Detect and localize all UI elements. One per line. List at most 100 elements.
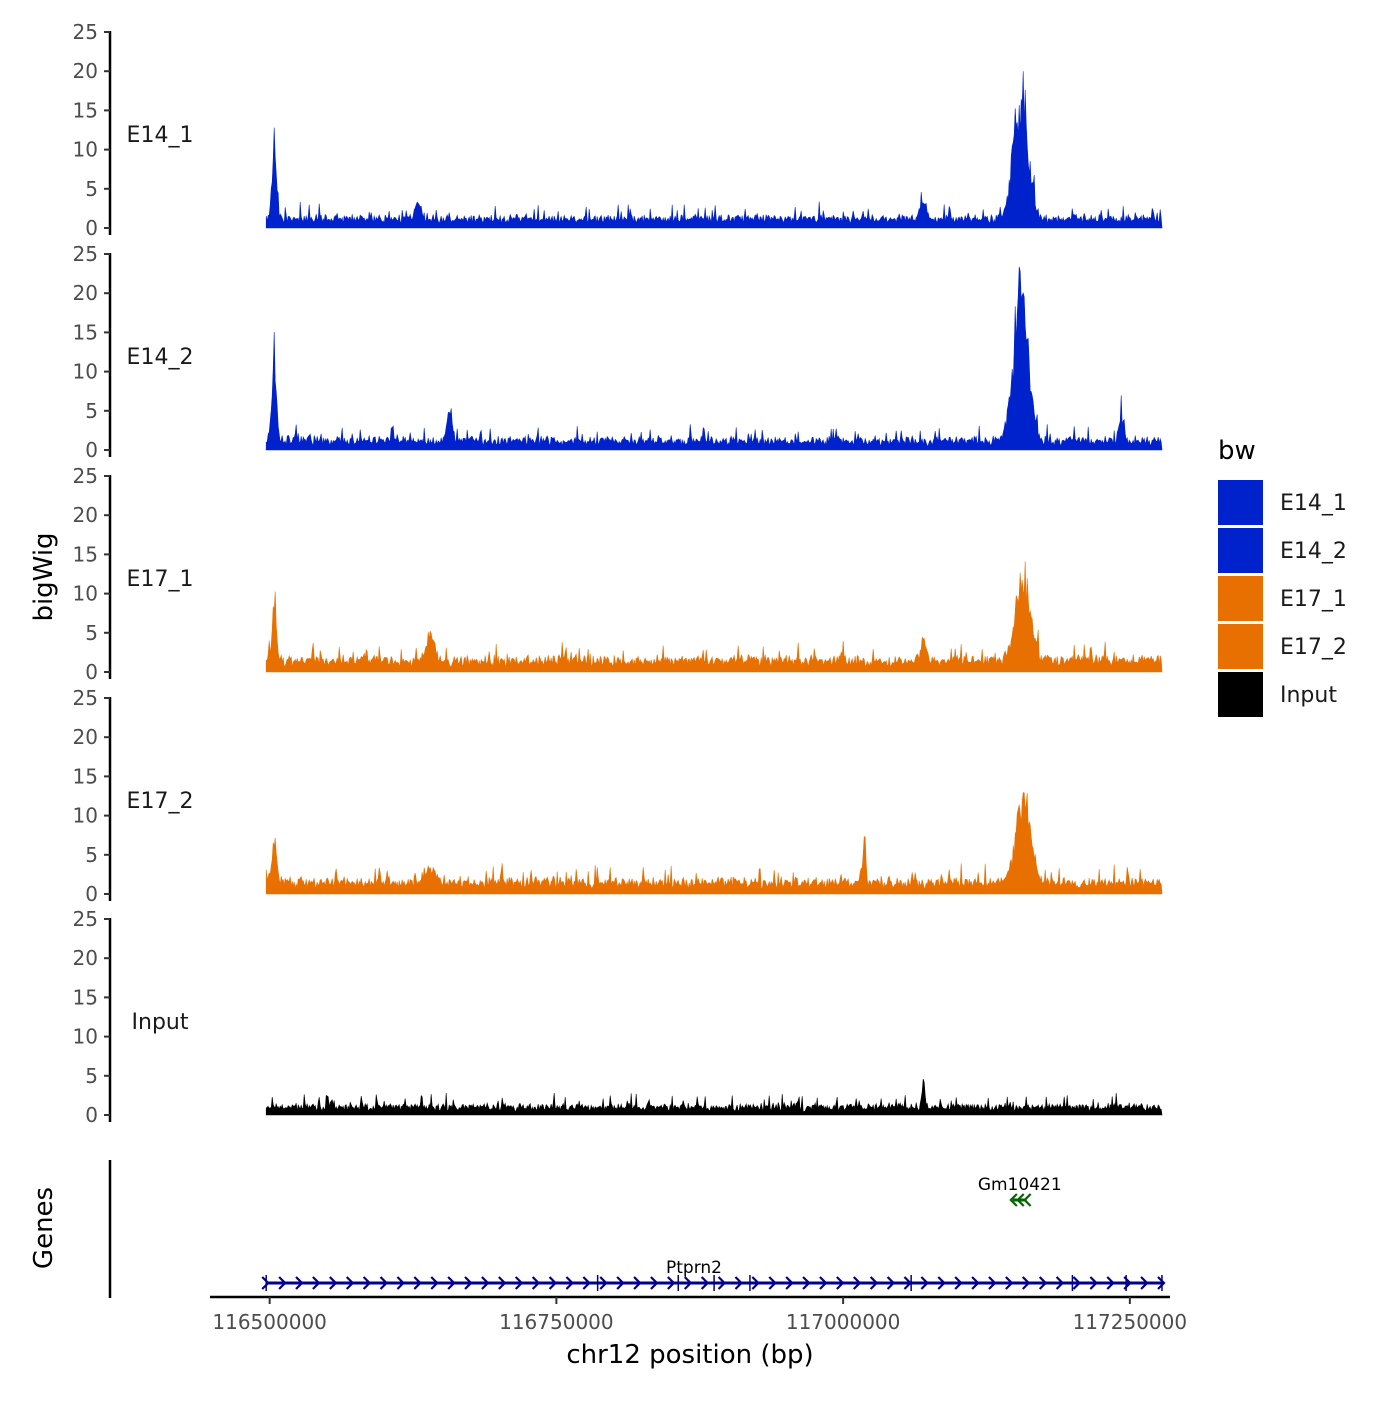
strand-arrow	[1021, 1276, 1031, 1290]
strand-arrow	[700, 1276, 710, 1290]
strand-arrow	[1055, 1276, 1065, 1290]
strand-arrow	[616, 1276, 625, 1290]
strand-arrow	[988, 1276, 997, 1290]
y-tick-label: 25	[73, 907, 98, 931]
coverage-area-E14_1	[265, 71, 1163, 229]
legend-swatch-E14_2	[1218, 528, 1263, 573]
y-tick-label: 20	[73, 725, 98, 749]
y-tick-label: 25	[73, 464, 98, 488]
genes-axis-title: Genes	[29, 1187, 59, 1269]
strand-arrow	[667, 1276, 676, 1290]
legend-swatch-E17_2	[1218, 624, 1263, 669]
track-label: E14_2	[127, 345, 194, 370]
strand-arrow	[599, 1276, 608, 1290]
strand-arrow	[345, 1276, 355, 1290]
legend-title: bw	[1218, 436, 1256, 466]
strand-arrow	[920, 1276, 929, 1290]
y-tick-label: 0	[85, 1103, 98, 1127]
y-tick-label: 20	[73, 59, 98, 83]
strand-arrow	[1072, 1276, 1082, 1290]
gene-label: Gm10421	[978, 1175, 1062, 1195]
x-tick-label: 117250000	[1073, 1310, 1188, 1334]
strand-arrow	[971, 1276, 980, 1290]
strand-arrow	[1023, 1193, 1032, 1207]
strand-arrow	[396, 1276, 405, 1290]
strand-arrow	[1009, 1193, 1018, 1207]
y-tick-label: 5	[85, 399, 98, 423]
track-Input: 0 5 10 15 20 25 Input	[73, 907, 1163, 1127]
legend-label: E14_1	[1280, 491, 1347, 516]
coverage-area-Input	[265, 1078, 1163, 1116]
y-axis-title: bigWig	[29, 532, 59, 621]
strand-arrow	[751, 1276, 760, 1290]
gene-Gm10421: Gm10421	[978, 1175, 1062, 1207]
x-tick-label: 117000000	[786, 1310, 901, 1334]
strand-arrow	[1106, 1276, 1115, 1290]
y-tick-label: 0	[85, 660, 98, 684]
strand-arrow	[836, 1276, 845, 1290]
strand-arrow	[531, 1276, 541, 1290]
track-E14_2: 0 5 10 15 20 25 E14_2	[73, 242, 1163, 462]
strand-arrow	[312, 1276, 321, 1290]
strand-arrow	[768, 1276, 777, 1290]
strand-arrow	[937, 1276, 946, 1290]
strand-arrow	[481, 1276, 490, 1290]
strand-arrow	[362, 1276, 372, 1290]
y-tick-label: 10	[73, 1025, 98, 1049]
y-tick-label: 25	[73, 242, 98, 266]
strand-arrow	[498, 1276, 507, 1290]
gene-panel: Ptprn2 Gm10421	[108, 1160, 1166, 1298]
strand-arrow	[447, 1276, 456, 1290]
y-tick-label: 20	[73, 946, 98, 970]
x-tick-label: 116500000	[212, 1310, 327, 1334]
strand-arrow	[1140, 1276, 1149, 1290]
gene-label: Ptprn2	[666, 1258, 722, 1278]
strand-arrow	[785, 1276, 794, 1290]
y-tick-label: 5	[85, 843, 98, 867]
strand-arrow	[295, 1276, 304, 1290]
strand-arrow	[565, 1276, 574, 1290]
legend-label: E17_1	[1280, 587, 1347, 612]
legend-swatch-Input	[1218, 672, 1263, 717]
y-tick-label: 15	[73, 542, 98, 566]
strand-arrow	[548, 1276, 558, 1290]
strand-arrow	[1157, 1276, 1166, 1290]
y-tick-label: 15	[73, 320, 98, 344]
legend-swatch-E14_1	[1218, 480, 1263, 525]
y-tick-label: 15	[73, 985, 98, 1009]
coverage-area-E17_1	[265, 561, 1163, 673]
y-tick-label: 0	[85, 438, 98, 462]
y-tick-label: 10	[73, 138, 98, 162]
coverage-area-E17_2	[265, 792, 1163, 895]
track-E14_1: 0 5 10 15 20 25 E14_1	[73, 20, 1163, 240]
strand-arrow	[278, 1276, 287, 1290]
strand-arrow	[683, 1276, 693, 1290]
strand-arrow	[430, 1276, 439, 1290]
track-label: E17_1	[127, 567, 194, 592]
y-tick-label: 5	[85, 1064, 98, 1088]
y-tick-label: 5	[85, 177, 98, 201]
x-tick-label: 116750000	[499, 1310, 614, 1334]
strand-arrow	[464, 1276, 473, 1290]
legend-swatch-E17_1	[1218, 576, 1263, 621]
strand-arrow	[1005, 1276, 1014, 1290]
gene-Ptprn2: Ptprn2	[261, 1258, 1166, 1291]
y-tick-label: 0	[85, 882, 98, 906]
strand-arrow	[650, 1276, 659, 1290]
strand-arrow	[886, 1276, 896, 1290]
y-tick-label: 10	[73, 582, 98, 606]
y-tick-label: 0	[85, 216, 98, 240]
track-E17_2: 0 5 10 15 20 25 E17_2	[73, 686, 1163, 906]
y-tick-label: 20	[73, 281, 98, 305]
strand-arrow	[1038, 1276, 1048, 1290]
track-label: E17_2	[127, 789, 194, 814]
coverage-tracks: 0 5 10 15 20 25 E14_1 0 5 10 15 20 25 E14_2 0 5 10 15 20 25…	[73, 20, 1163, 1127]
track-E17_1: 0 5 10 15 20 25 E17_1	[73, 464, 1163, 684]
strand-arrow	[802, 1276, 811, 1290]
strand-arrow	[852, 1276, 862, 1290]
strand-arrow	[379, 1276, 389, 1290]
strand-arrow	[819, 1276, 828, 1290]
legend: bw E14_1 E14_2 E17_1 E17_2 Input	[1218, 436, 1347, 717]
y-tick-label: 10	[73, 804, 98, 828]
